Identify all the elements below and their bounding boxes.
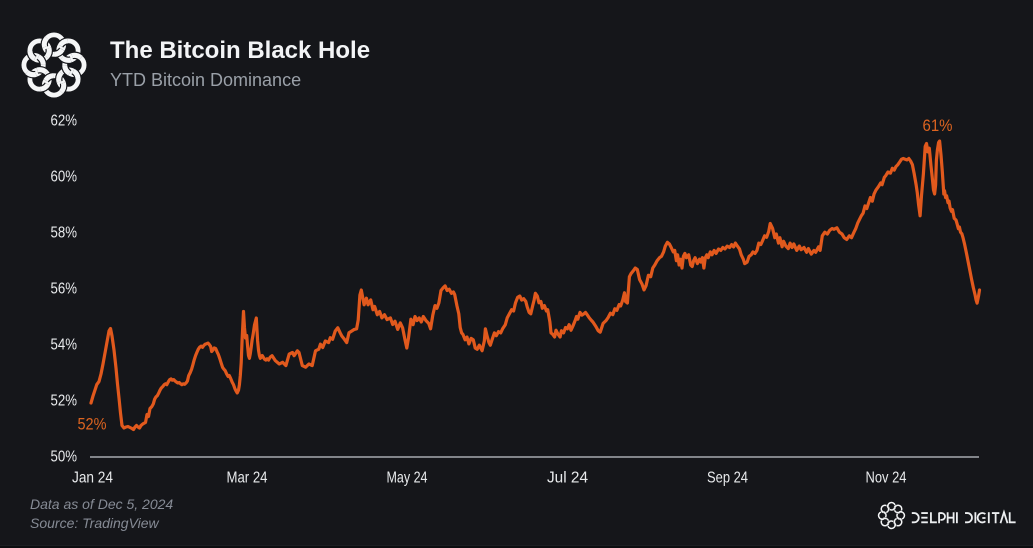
svg-text:Sep 24: Sep 24 bbox=[707, 470, 748, 487]
svg-text:56%: 56% bbox=[51, 281, 78, 298]
svg-text:Mar 24: Mar 24 bbox=[227, 470, 268, 487]
svg-text:58%: 58% bbox=[51, 225, 78, 242]
svg-text:52%: 52% bbox=[78, 415, 107, 434]
svg-text:62%: 62% bbox=[51, 112, 78, 129]
svg-text:50%: 50% bbox=[51, 449, 78, 466]
svg-text:54%: 54% bbox=[51, 337, 78, 354]
svg-text:52%: 52% bbox=[51, 393, 78, 410]
svg-text:60%: 60% bbox=[51, 168, 78, 185]
svg-text:Jul 24: Jul 24 bbox=[547, 470, 588, 487]
svg-text:May 24: May 24 bbox=[387, 470, 428, 487]
svg-text:Nov 24: Nov 24 bbox=[866, 470, 907, 487]
svg-text:61%: 61% bbox=[923, 116, 953, 135]
svg-text:Jan 24: Jan 24 bbox=[72, 470, 113, 487]
